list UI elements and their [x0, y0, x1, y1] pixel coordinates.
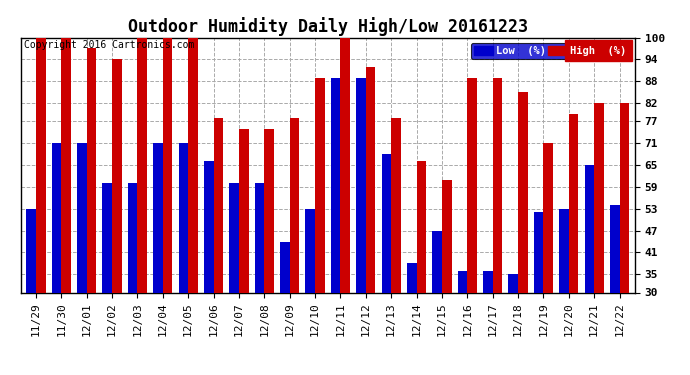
Bar: [112, 59, 121, 375]
Bar: [467, 78, 477, 375]
Bar: [290, 118, 299, 375]
Bar: [153, 143, 163, 375]
Bar: [442, 180, 451, 375]
Bar: [433, 231, 442, 375]
Bar: [255, 183, 264, 375]
Bar: [315, 78, 325, 375]
Text: Copyright 2016 Cartronics.com: Copyright 2016 Cartronics.com: [23, 40, 194, 50]
Bar: [280, 242, 290, 375]
Bar: [331, 78, 340, 375]
Bar: [26, 209, 36, 375]
Bar: [584, 165, 594, 375]
Bar: [544, 143, 553, 375]
Bar: [620, 103, 629, 375]
Bar: [417, 161, 426, 375]
Bar: [137, 38, 147, 375]
Bar: [382, 154, 391, 375]
Bar: [128, 183, 137, 375]
Bar: [391, 118, 401, 375]
Bar: [163, 38, 172, 375]
Title: Outdoor Humidity Daily High/Low 20161223: Outdoor Humidity Daily High/Low 20161223: [128, 17, 528, 36]
Bar: [407, 263, 417, 375]
Bar: [179, 143, 188, 375]
Bar: [493, 78, 502, 375]
Bar: [102, 183, 112, 375]
Bar: [204, 161, 214, 375]
Bar: [366, 67, 375, 375]
Bar: [483, 271, 493, 375]
Bar: [306, 209, 315, 375]
Bar: [188, 38, 198, 375]
Bar: [509, 274, 518, 375]
Bar: [559, 209, 569, 375]
Bar: [229, 183, 239, 375]
Legend: Low  (%), High  (%): Low (%), High (%): [471, 43, 629, 59]
Bar: [77, 143, 87, 375]
Bar: [36, 38, 46, 375]
Bar: [457, 271, 467, 375]
Bar: [356, 78, 366, 375]
Bar: [534, 212, 544, 375]
Bar: [569, 114, 578, 375]
Bar: [594, 103, 604, 375]
Bar: [214, 118, 223, 375]
Bar: [610, 205, 620, 375]
Bar: [61, 38, 71, 375]
Bar: [87, 48, 97, 375]
Bar: [264, 129, 274, 375]
Bar: [340, 38, 350, 375]
Bar: [52, 143, 61, 375]
Bar: [239, 129, 248, 375]
Bar: [518, 92, 528, 375]
